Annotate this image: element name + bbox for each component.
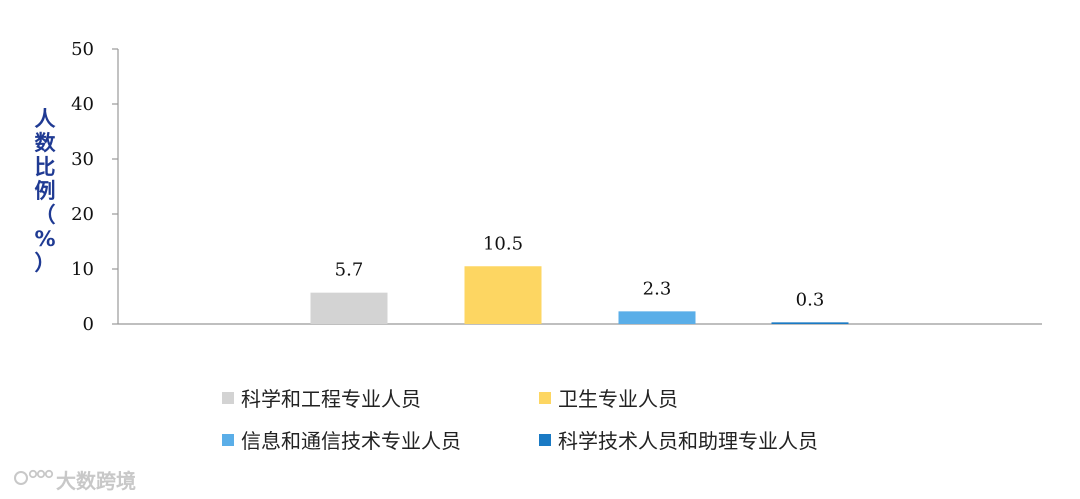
legend-label-2: 卫生专业人员 — [558, 387, 678, 411]
y-tick-label: 10 — [71, 259, 94, 280]
watermark: 大数跨境 — [14, 469, 136, 493]
legend-label-1: 科学和工程专业人员 — [241, 387, 421, 411]
bars — [310, 266, 849, 324]
data-labels: 5.7 10.5 2.3 0.3 — [335, 233, 825, 310]
y-ticks: 0 10 20 30 40 50 — [71, 39, 118, 335]
legend-swatch-1 — [222, 392, 234, 404]
data-label-3: 2.3 — [643, 278, 672, 299]
y-tick-label: 20 — [71, 204, 94, 225]
y-axis-title: 人数比例（%） — [34, 107, 56, 275]
y-axis-label: 人数比例（%） — [34, 107, 56, 275]
bar-1 — [310, 292, 388, 324]
data-label-1: 5.7 — [335, 260, 364, 281]
logo-icon — [14, 469, 54, 485]
y-tick-label: 40 — [71, 94, 94, 115]
y-tick-label: 30 — [71, 149, 94, 170]
axes — [117, 49, 1042, 325]
legend-label-4: 科学技术人员和助理专业人员 — [558, 429, 818, 453]
legend-swatch-4 — [539, 434, 551, 446]
bar-2 — [464, 266, 542, 324]
watermark-text: 大数跨境 — [56, 469, 136, 493]
legend-swatch-2 — [539, 392, 551, 404]
data-label-4: 0.3 — [796, 289, 825, 310]
bar-4 — [771, 322, 849, 324]
y-tick-label: 50 — [71, 39, 94, 60]
y-tick-label: 0 — [83, 314, 94, 335]
bar-3 — [618, 311, 696, 324]
legend-swatch-3 — [222, 434, 234, 446]
legend-label-3: 信息和通信技术专业人员 — [241, 429, 461, 453]
data-label-2: 10.5 — [483, 233, 523, 254]
